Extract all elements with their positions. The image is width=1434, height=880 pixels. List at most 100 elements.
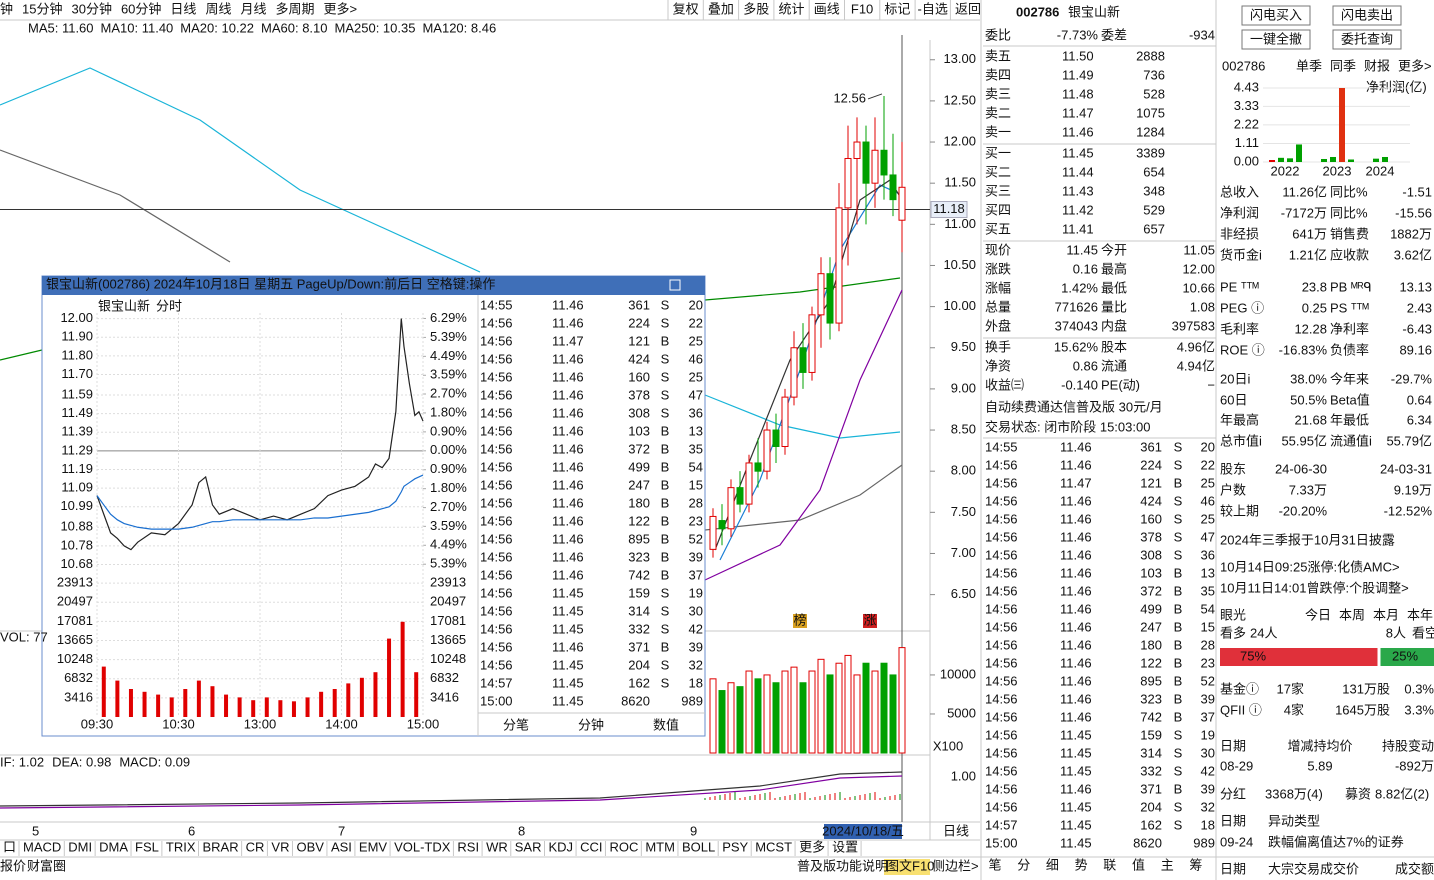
volume-bar [808,670,816,754]
toolbar-button[interactable]: 叠加 [708,1,734,16]
tick-volume: 742 [1140,709,1162,724]
note[interactable]: 10月11日14:01曾跌停:个股调整> [1220,580,1409,595]
indicator-tab[interactable]: RSI [457,839,479,854]
panel-tab[interactable]: 主 [1161,857,1174,872]
popup-tab[interactable]: 分笔 [503,717,529,732]
panel-tab[interactable]: 细 [1046,857,1059,872]
indicator-tab[interactable]: PSY [722,839,748,854]
period-tab[interactable]: 钟 [0,1,13,16]
period-tab[interactable]: 月线 [240,1,266,16]
fin-tab[interactable]: 同季 [1330,58,1356,73]
panel-tab[interactable]: 联 [1103,857,1116,872]
fin-tab[interactable]: 单季 [1296,58,1322,73]
toolbar-button[interactable]: 统计 [778,1,804,16]
indicator-tab[interactable]: MCST [755,839,792,854]
tick-time: 14:56 [480,621,513,636]
bottom-right[interactable]: 图文F10 [886,858,934,873]
period-tab[interactable]: 日线 [170,1,196,16]
popup-tab[interactable]: 数值 [653,717,679,732]
button[interactable] [1241,5,1311,26]
period-tab[interactable]: 周线 [205,1,231,16]
panel-tab[interactable]: 笔 [988,857,1001,872]
bottom-right[interactable]: 普及版功能说明 [797,858,888,873]
indicator-tab[interactable]: WR [486,839,508,854]
toolbar-button[interactable]: F10 [851,1,873,16]
bottom-left[interactable]: 财富圈 [27,858,66,873]
y-tick-label: 2.22 [1234,116,1259,131]
indicator-tab[interactable]: EMV [359,839,388,854]
period-tab[interactable]: 15分钟 [22,1,62,16]
popup-btn[interactable] [669,279,681,291]
button-label[interactable]: 一键全撤 [1250,31,1302,46]
bottom-left[interactable]: 报价 [0,858,26,873]
period-tab[interactable]: 60分钟 [121,1,161,16]
tick-count: 47 [689,387,703,402]
indicator-tab[interactable]: MTM [645,839,675,854]
button-label[interactable]: 闪电卖出 [1341,7,1393,22]
indicator-tab[interactable]: ROC [609,839,638,854]
panel-tab[interactable]: 筹 [1189,857,1202,872]
eye-tab[interactable]: 今日 [1305,607,1331,622]
dividend-cell: 3368万(4) [1265,786,1323,801]
period-label[interactable]: 日线 [943,823,969,838]
indicator-tab[interactable]: CCI [580,839,602,854]
y-tick-label: 17081 [57,613,93,628]
indicator-tab[interactable]: BOLL [682,839,715,854]
bottom-right[interactable]: 侧边栏> [932,858,979,873]
indicator-tab[interactable]: 更多 [799,839,825,854]
indicator-tab[interactable]: VOL-TDX [394,839,451,854]
toolbar-button[interactable]: -自选 [918,1,948,16]
tick-side: S [661,603,670,618]
fin-tab[interactable]: 更多> [1398,58,1432,73]
tick-count: 30 [1201,745,1215,760]
tick-time: 14:56 [985,583,1018,598]
indicator-tab[interactable]: BRAR [203,839,239,854]
toolbar-button[interactable]: 复权 [673,1,699,16]
button[interactable] [1332,29,1402,50]
tick-time: 14:56 [985,655,1018,670]
tick-count: 32 [1201,799,1215,814]
panel-tab[interactable]: 分 [1017,857,1030,872]
ad-banner[interactable]: 自动续费通达信普及版 30元/月 [985,399,1163,414]
badge [793,614,807,628]
tick-count: 35 [1201,583,1215,598]
period-tab[interactable]: 多周期 [275,1,314,16]
indicator-tab[interactable]: TRIX [166,839,196,854]
indicator-tab[interactable]: ASI [331,839,352,854]
fin-label: 年最高 [1220,412,1259,427]
indicator-tab[interactable]: KDJ [549,839,574,854]
note[interactable]: 10月14日09:25涨停:化债AMC> [1220,559,1400,574]
tick-side: B [1174,655,1183,670]
eye-tab[interactable]: 本年 [1407,607,1433,622]
button[interactable] [1241,29,1311,50]
indicator-tab[interactable]: DMI [68,839,92,854]
period-tab[interactable]: 30分钟 [71,1,111,16]
toolbar-button[interactable]: 多股 [743,1,769,16]
indicator-tab[interactable]: MACD [23,839,61,854]
toolbar-button[interactable]: 返回 [955,1,981,16]
indicator-tab[interactable]: VR [271,839,289,854]
indicator-tab[interactable]: CR [246,839,265,854]
indicator-tab[interactable]: SAR [515,839,542,854]
tick-side: B [1174,781,1183,796]
indicator-tab[interactable]: OBV [296,839,324,854]
indicator-tab[interactable]: FSL [135,839,159,854]
eye-tab[interactable]: 本月 [1373,607,1399,622]
indicator-tab[interactable]: DMA [99,839,128,854]
intraday-volume-bar [332,689,337,717]
button-label[interactable]: 闪电买入 [1250,7,1302,22]
fin-tab[interactable]: 财报 [1364,58,1390,73]
button-label[interactable]: 委托查询 [1341,31,1393,46]
indicator-tab[interactable]: 设置 [832,839,858,854]
panel-tab[interactable]: 值 [1132,857,1145,872]
toolbar-button[interactable]: 标记 [884,1,910,16]
popup-tab[interactable]: 分钟 [578,717,604,732]
panel-tab[interactable]: 势 [1075,857,1088,872]
fin-value: 6.34 [1407,412,1432,427]
period-tab[interactable]: 更多> [323,1,357,16]
tick-count: 23 [689,513,703,528]
toolbar-button[interactable]: 画线 [814,1,840,16]
indicator-tab[interactable]: 口 [3,839,16,854]
eye-tab[interactable]: 本周 [1339,607,1365,622]
button[interactable] [1332,5,1402,26]
